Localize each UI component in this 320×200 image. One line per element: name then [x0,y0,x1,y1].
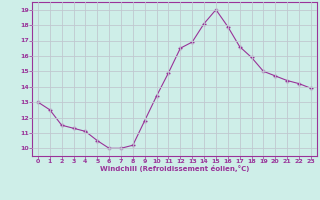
X-axis label: Windchill (Refroidissement éolien,°C): Windchill (Refroidissement éolien,°C) [100,165,249,172]
